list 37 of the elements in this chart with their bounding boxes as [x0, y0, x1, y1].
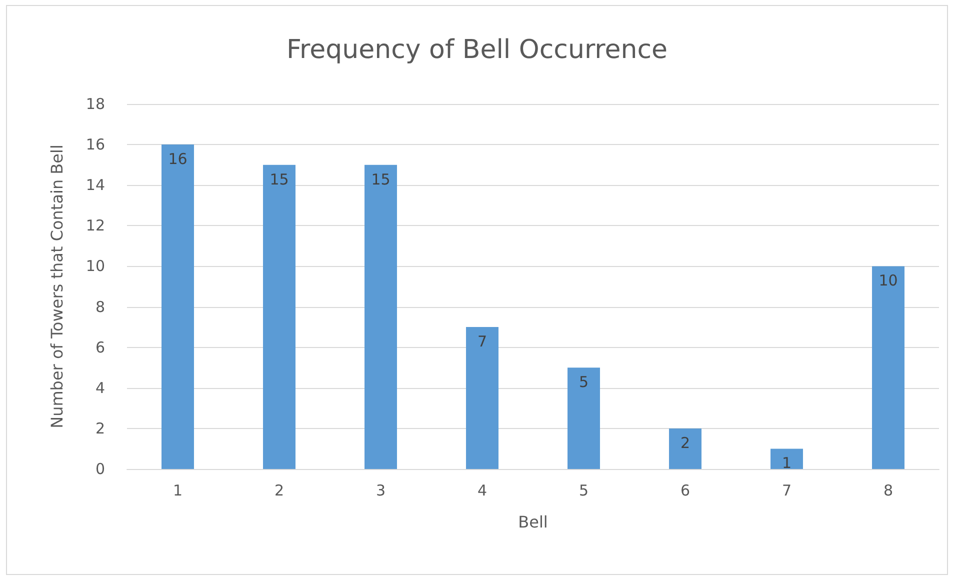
bar	[872, 266, 904, 469]
data-label: 5	[578, 373, 589, 392]
y-axis-title: Number of Towers that Contain Bell	[48, 144, 66, 428]
x-tick-label: 3	[376, 482, 386, 500]
data-label: 1	[782, 454, 792, 472]
x-tick-label: 5	[578, 482, 589, 500]
bar	[669, 428, 702, 469]
x-tick-label: 6	[680, 482, 690, 500]
y-tick-label: 6	[95, 338, 105, 356]
bar	[364, 164, 397, 469]
x-tick-label: 8	[883, 482, 894, 500]
x-tick-label: 4	[477, 482, 488, 500]
x-tick-label: 7	[782, 482, 792, 500]
x-tick-label: 1	[172, 482, 183, 500]
y-tick-label: 0	[95, 460, 105, 478]
data-label: 7	[477, 332, 488, 351]
chart-title: Frequency of Bell Occurrence	[286, 35, 668, 65]
data-label: 10	[878, 272, 898, 290]
y-tick-label: 14	[86, 176, 105, 194]
data-label: 15	[371, 170, 390, 188]
y-tick-label: 2	[95, 419, 105, 438]
y-tick-label: 16	[86, 136, 105, 154]
data-label: 15	[270, 170, 289, 188]
y-tick-label: 4	[95, 378, 105, 397]
bar	[568, 368, 600, 469]
bar	[162, 144, 194, 469]
y-tick-label: 18	[86, 95, 105, 113]
y-tick-label: 12	[86, 216, 105, 235]
x-axis-title: Bell	[518, 512, 548, 532]
bar	[263, 164, 296, 469]
data-label: 16	[168, 150, 188, 168]
y-tick-label: 8	[95, 298, 105, 316]
data-label: 2	[680, 434, 690, 452]
bar	[770, 448, 803, 469]
y-tick-label: 10	[86, 257, 105, 276]
x-tick-label: 2	[274, 482, 284, 500]
bar	[466, 327, 498, 469]
